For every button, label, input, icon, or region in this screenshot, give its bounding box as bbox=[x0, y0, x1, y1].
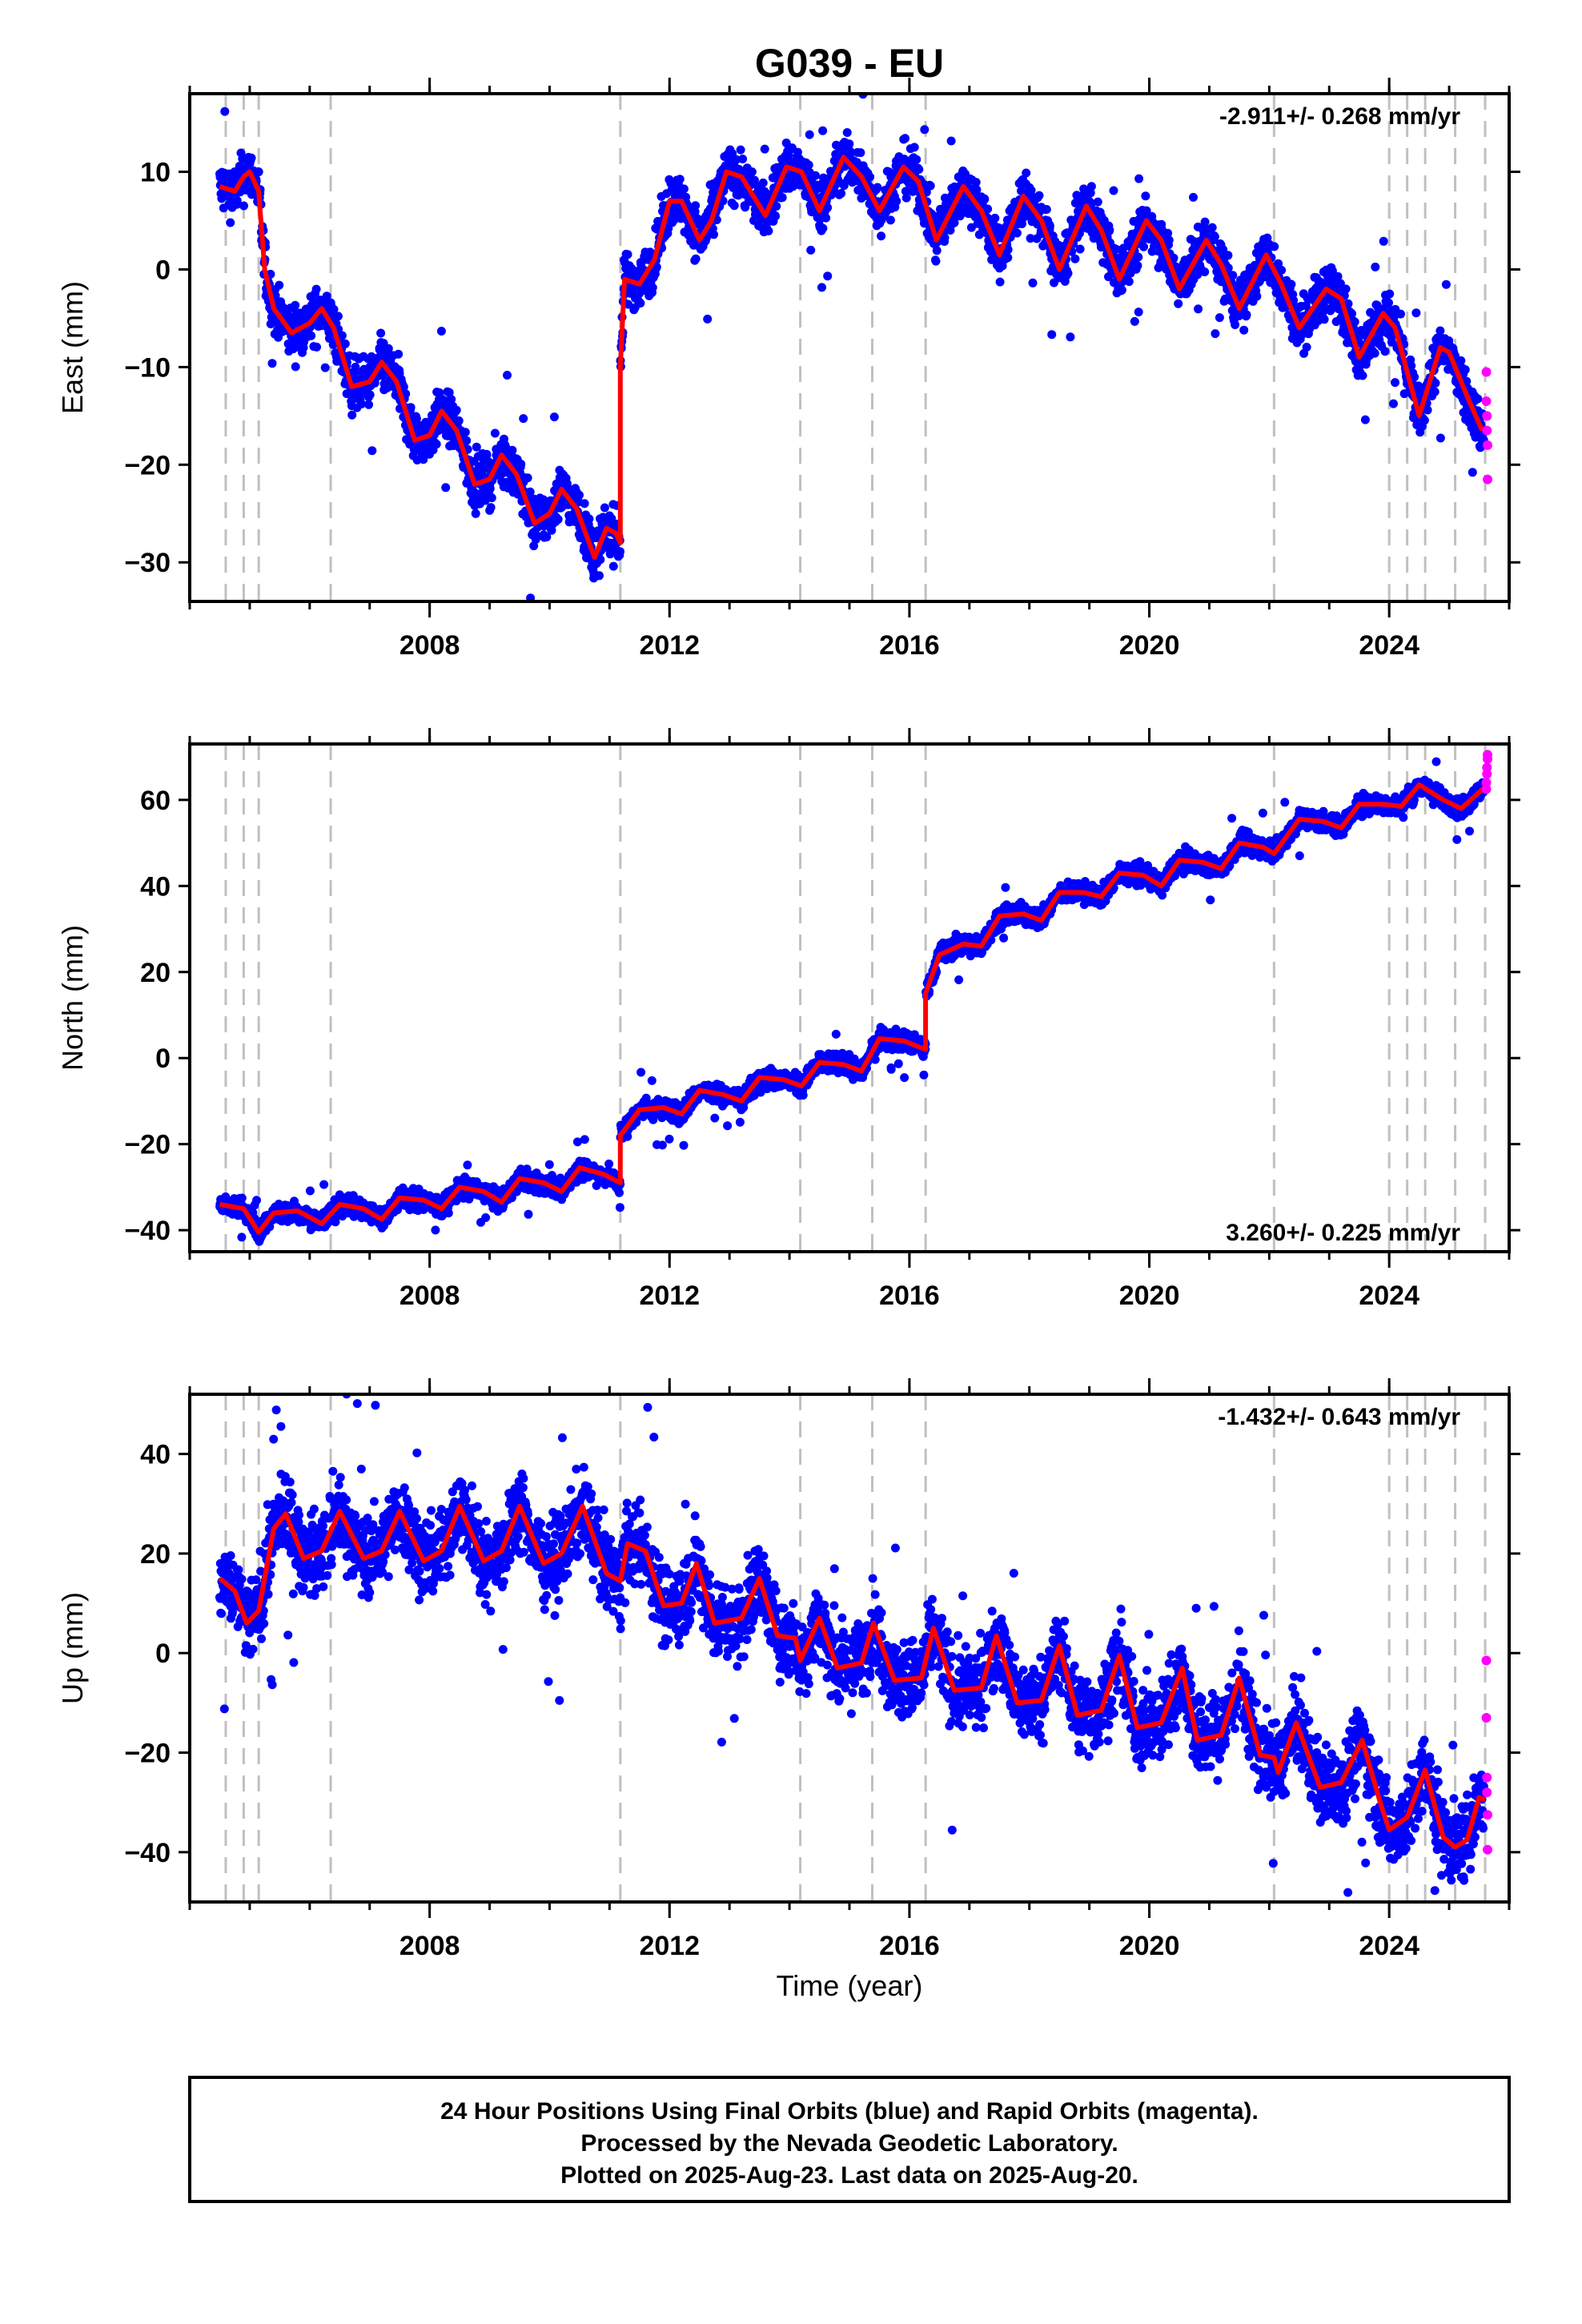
up-model-curve bbox=[218, 1503, 1487, 1850]
east-x-tick-label: 2016 bbox=[879, 630, 940, 661]
up-y-tick-label: −40 bbox=[124, 1838, 171, 1868]
east-rapid-orbit-point bbox=[1483, 474, 1493, 485]
north-panel: North (mm) 60 40 20 0 −20 −40 2008 2012 2016 2020… bbox=[56, 728, 1520, 1311]
east-rapid-orbit-point bbox=[1481, 367, 1492, 377]
east-x-tick-label: 2024 bbox=[1359, 630, 1419, 661]
north-y-tick-label: 40 bbox=[140, 871, 171, 902]
up-rate-label: -1.432+/- 0.643 mm/yr bbox=[1218, 1404, 1460, 1430]
up-rapid-orbit-point bbox=[1483, 1810, 1493, 1820]
east-y-axis-label: East (mm) bbox=[56, 281, 89, 414]
east-y-tick-label: −10 bbox=[124, 352, 171, 383]
north-x-tick-label: 2008 bbox=[400, 1281, 460, 1311]
east-x-tick-label: 2020 bbox=[1119, 630, 1180, 661]
north-x-tick-label: 2016 bbox=[879, 1281, 940, 1311]
east-panel: East (mm) 10 0 −10 −20 −30 2008 2012 2016 2020 20… bbox=[56, 78, 1520, 661]
east-rapid-orbit-point bbox=[1482, 411, 1492, 421]
footer-box bbox=[188, 2076, 1511, 2203]
up-y-tick-label: −20 bbox=[124, 1739, 171, 1769]
north-rapid-orbit-point bbox=[1481, 778, 1492, 788]
east-y-tick-label: 0 bbox=[155, 255, 171, 285]
north-x-tick-label: 2020 bbox=[1119, 1281, 1180, 1311]
east-rapid-orbit-point bbox=[1481, 396, 1492, 407]
up-x-tick-label: 2024 bbox=[1359, 1931, 1419, 1961]
up-rapid-orbit-point bbox=[1483, 1844, 1493, 1855]
east-rapid-orbit-point bbox=[1482, 425, 1492, 436]
footer-line-3: Plotted on 2025-Aug-23. Last data on 202… bbox=[560, 2162, 1138, 2189]
footer-line-2: Processed by the Nevada Geodetic Laborat… bbox=[580, 2130, 1118, 2157]
east-x-tick-label: 2012 bbox=[639, 630, 700, 661]
up-y-tick-label: 0 bbox=[155, 1638, 171, 1669]
up-final-orbit-points bbox=[215, 1394, 1488, 1897]
north-rate-label: 3.260+/- 0.225 mm/yr bbox=[1226, 1220, 1460, 1246]
up-rapid-orbit-point bbox=[1481, 1713, 1492, 1723]
up-rapid-orbit-point bbox=[1482, 1787, 1492, 1798]
east-y-tick-label: −30 bbox=[124, 548, 171, 578]
up-rapid-orbit-point bbox=[1481, 1655, 1492, 1666]
up-x-tick-label: 2008 bbox=[400, 1931, 460, 1961]
x-axis-label: Time (year) bbox=[777, 1969, 923, 2002]
east-rapid-orbit-point bbox=[1483, 440, 1493, 450]
up-x-tick-label: 2016 bbox=[879, 1931, 940, 1961]
up-y-tick-label: 20 bbox=[140, 1539, 171, 1570]
footer-line-1: 24 Hour Positions Using Final Orbits (bl… bbox=[440, 2098, 1259, 2125]
east-y-tick-label: 10 bbox=[140, 158, 171, 188]
north-y-tick-label: −40 bbox=[124, 1216, 171, 1246]
east-rate-label: -2.911+/- 0.268 mm/yr bbox=[1219, 103, 1460, 130]
north-y-tick-label: 0 bbox=[155, 1043, 171, 1074]
north-x-tick-label: 2024 bbox=[1359, 1281, 1419, 1311]
north-y-axis-label: North (mm) bbox=[56, 925, 89, 1071]
east-model-curve bbox=[219, 155, 1485, 561]
north-y-tick-label: 60 bbox=[140, 786, 171, 816]
north-y-tick-label: 20 bbox=[140, 958, 171, 988]
north-rapid-orbit-point bbox=[1482, 762, 1492, 773]
chart-title: G039 - EU bbox=[755, 41, 944, 86]
up-y-tick-label: 40 bbox=[140, 1440, 171, 1470]
up-rapid-orbit-point bbox=[1482, 1772, 1492, 1783]
east-y-tick-label: −20 bbox=[124, 450, 171, 480]
east-final-orbit-points bbox=[215, 94, 1488, 601]
north-final-orbit-points bbox=[215, 757, 1488, 1246]
up-x-tick-label: 2020 bbox=[1119, 1931, 1180, 1961]
up-y-axis-label: Up (mm) bbox=[56, 1592, 89, 1704]
up-x-tick-label: 2012 bbox=[639, 1931, 700, 1961]
east-x-tick-label: 2008 bbox=[400, 630, 460, 661]
north-rapid-orbit-point bbox=[1483, 750, 1493, 760]
north-model-curve bbox=[219, 782, 1488, 1235]
north-y-tick-label: −20 bbox=[124, 1130, 171, 1160]
north-x-tick-label: 2012 bbox=[639, 1281, 700, 1311]
